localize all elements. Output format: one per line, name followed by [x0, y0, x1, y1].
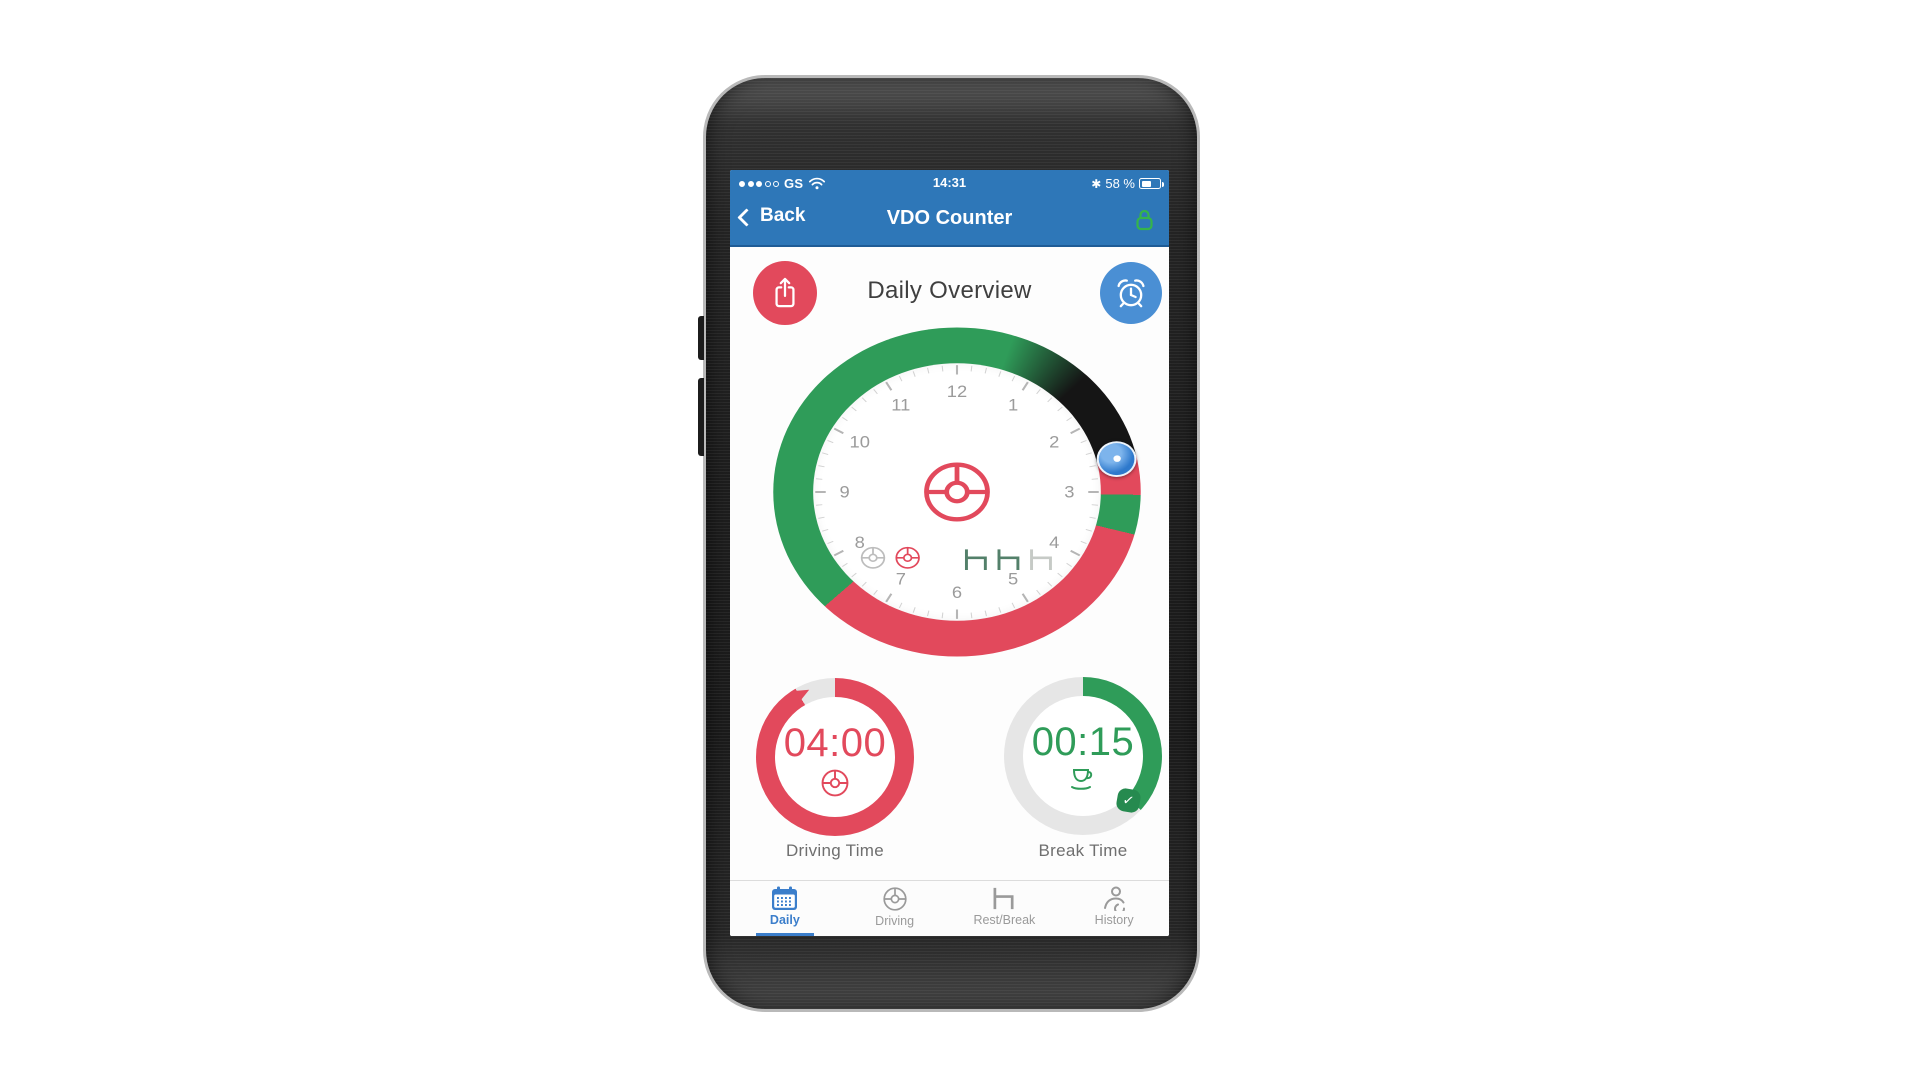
steering-wheel-gray-icon: [860, 546, 886, 569]
svg-text:6: 6: [952, 583, 962, 602]
steering-wheel-icon: [821, 769, 849, 797]
battery-icon: [1139, 178, 1164, 189]
share-icon: [775, 277, 795, 308]
tab-driving-label: Driving: [875, 914, 915, 928]
calendar-icon: [772, 886, 798, 910]
driving-time-gauge: 04:00: [756, 678, 914, 836]
overview-title: Daily Overview: [867, 277, 1032, 304]
tab-daily-label: Daily: [769, 913, 800, 927]
driving-time-value: 04:00: [783, 721, 887, 765]
tab-history[interactable]: History: [1059, 881, 1169, 936]
nav-bar: Back VDO Counter: [730, 197, 1169, 245]
alarm-button[interactable]: [1100, 262, 1162, 324]
daily-clock-dial: 12 1 2 3 4 5 6 7 8 9 10 11: [773, 327, 1141, 657]
steering-wheel-icon: [882, 887, 907, 911]
wifi-icon: [809, 177, 826, 190]
driving-time-label: Driving Time: [785, 841, 885, 860]
share-button[interactable]: [753, 261, 817, 325]
power-button[interactable]: [698, 316, 704, 360]
rest-icon: [1030, 547, 1052, 572]
svg-text:8: 8: [855, 533, 865, 552]
phone-mockup: GS 14:31 ✱ 58 % Back: [698, 75, 1200, 1012]
tab-daily[interactable]: Daily: [730, 881, 840, 936]
svg-text:11: 11: [891, 395, 910, 414]
break-time-value: 00:15: [1031, 720, 1135, 764]
current-time-marker[interactable]: [1096, 441, 1137, 477]
svg-text:3: 3: [1064, 483, 1074, 502]
svg-text:2: 2: [1049, 432, 1059, 451]
steering-wheel-red-icon: [895, 546, 920, 569]
driver-history-icon: [1103, 886, 1125, 911]
svg-text:4: 4: [1049, 533, 1060, 552]
carrier-label: GS: [784, 176, 804, 191]
dial-face: 12 1 2 3 4 5 6 7 8 9 10 11: [813, 363, 1101, 621]
bluetooth-icon: ✱: [1091, 176, 1102, 191]
break-time-gauge: 00:15 ✓: [1004, 677, 1162, 835]
svg-text:1: 1: [1008, 395, 1018, 414]
volume-rocker[interactable]: [698, 378, 704, 456]
svg-text:5: 5: [1008, 570, 1018, 589]
tab-bar: Daily Driving Rest/Break History: [730, 880, 1169, 936]
steering-wheel-icon: [926, 465, 987, 520]
app-screen: GS 14:31 ✱ 58 % Back: [730, 170, 1169, 936]
status-time: 14:31: [932, 175, 967, 190]
tab-driving[interactable]: Driving: [840, 881, 950, 936]
tab-rest-break[interactable]: Rest/Break: [950, 881, 1060, 936]
svg-text:9: 9: [840, 483, 850, 502]
top-bar: GS 14:31 ✱ 58 % Back: [730, 170, 1169, 247]
signal-strength-icon: [739, 180, 779, 187]
tab-history-label: History: [1094, 913, 1134, 927]
alarm-clock-icon: [1117, 279, 1145, 308]
svg-text:10: 10: [849, 432, 870, 451]
driving-gauge-inner: 04:00: [775, 697, 895, 817]
svg-text:7: 7: [896, 570, 906, 589]
tab-rest-break-label: Rest/Break: [973, 913, 1036, 927]
break-time-label: Break Time: [1038, 841, 1128, 860]
rest-icon: [964, 547, 987, 572]
rest-icon: [993, 886, 1014, 911]
lock-icon[interactable]: [1133, 207, 1156, 233]
svg-text:12: 12: [947, 382, 967, 401]
clock-ticks: [815, 365, 1099, 619]
back-button[interactable]: Back: [737, 205, 806, 227]
coffee-cup-icon: [1071, 769, 1093, 790]
page-title: VDO Counter: [886, 207, 1013, 229]
back-label: Back: [760, 205, 806, 226]
status-bar: GS 14:31 ✱ 58 %: [730, 170, 1169, 197]
battery-percent: 58 %: [1105, 176, 1135, 191]
rest-icon: [997, 547, 1020, 572]
